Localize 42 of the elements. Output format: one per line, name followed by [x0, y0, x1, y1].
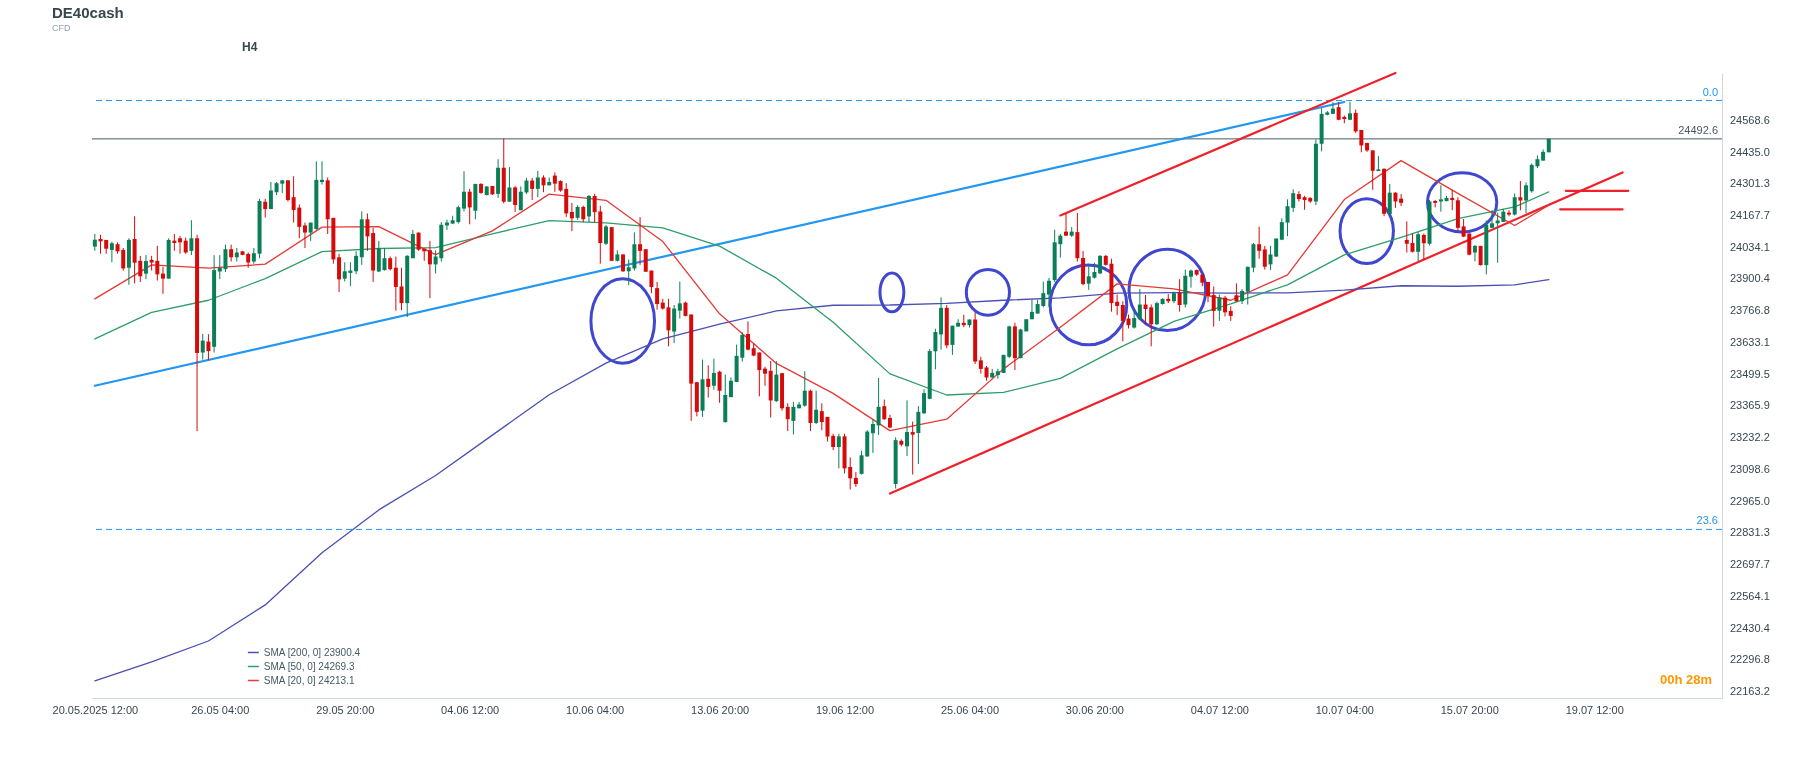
y-tick-label: 22564.1: [1730, 589, 1770, 602]
y-tick-label: 22831.3: [1730, 526, 1770, 539]
y-tick-label: 23365.9: [1730, 399, 1770, 412]
chart-subtitle: CFD: [52, 23, 72, 33]
x-tick-label: 10.07 04:00: [1315, 703, 1374, 716]
legend-label: SMA [200, 0] 23900.4: [263, 646, 361, 658]
x-tick-label: 26.05 04:00: [191, 703, 250, 716]
legend-label: SMA [20, 0] 24213.1: [263, 674, 355, 686]
y-tick-label: 24568.6: [1730, 113, 1770, 126]
y-tick-label: 23766.8: [1730, 304, 1770, 317]
x-tick-label: 04.07 12:00: [1190, 703, 1249, 716]
legend-label: SMA [50, 0] 24269.3: [263, 660, 355, 672]
x-tick-label: 20.05.2025 12:00: [52, 703, 139, 716]
y-tick-label: 22430.4: [1730, 621, 1770, 634]
y-tick-label: 23499.5: [1730, 367, 1770, 380]
y-tick-label: 22163.2: [1730, 685, 1770, 698]
x-tick-label: 15.07 20:00: [1440, 703, 1499, 716]
text: H4: [242, 40, 258, 54]
x-tick-label: 19.07 12:00: [1565, 703, 1624, 716]
y-tick-label: 24435.0: [1730, 145, 1770, 158]
y-tick-label: 24167.7: [1730, 209, 1770, 222]
y-tick-label: 24034.1: [1730, 240, 1770, 253]
x-tick-label: 19.06 12:00: [815, 703, 875, 716]
y-tick-label: 23900.4: [1730, 272, 1770, 285]
annotation: 00h 28m: [1660, 672, 1713, 687]
y-tick-label: 22965.0: [1730, 494, 1770, 507]
y-tick-label: 22697.7: [1730, 558, 1770, 571]
y-tick-label: 23098.6: [1730, 462, 1770, 475]
annotation: 23.6: [1696, 514, 1718, 527]
x-tick-label: 13.06 20:00: [691, 703, 750, 716]
x-tick-label: 30.06 20:00: [1065, 703, 1124, 716]
y-tick-label: 24301.3: [1730, 177, 1770, 190]
x-tick-label: 29.05 20:00: [316, 703, 375, 716]
ref-line-label: 24492.6: [1678, 123, 1718, 136]
x-tick-label: 25.06 04:00: [940, 703, 1000, 716]
x-tick-label: 10.06 04:00: [566, 703, 625, 716]
annotation: 0.0: [1702, 85, 1718, 98]
y-tick-label: 23633.1: [1730, 335, 1770, 348]
x-tick-label: 04.06 12:00: [441, 703, 500, 716]
y-tick-label: 22296.8: [1730, 653, 1770, 666]
chart-title: DE40cash: [52, 4, 124, 21]
y-tick-label: 23232.2: [1730, 431, 1770, 444]
